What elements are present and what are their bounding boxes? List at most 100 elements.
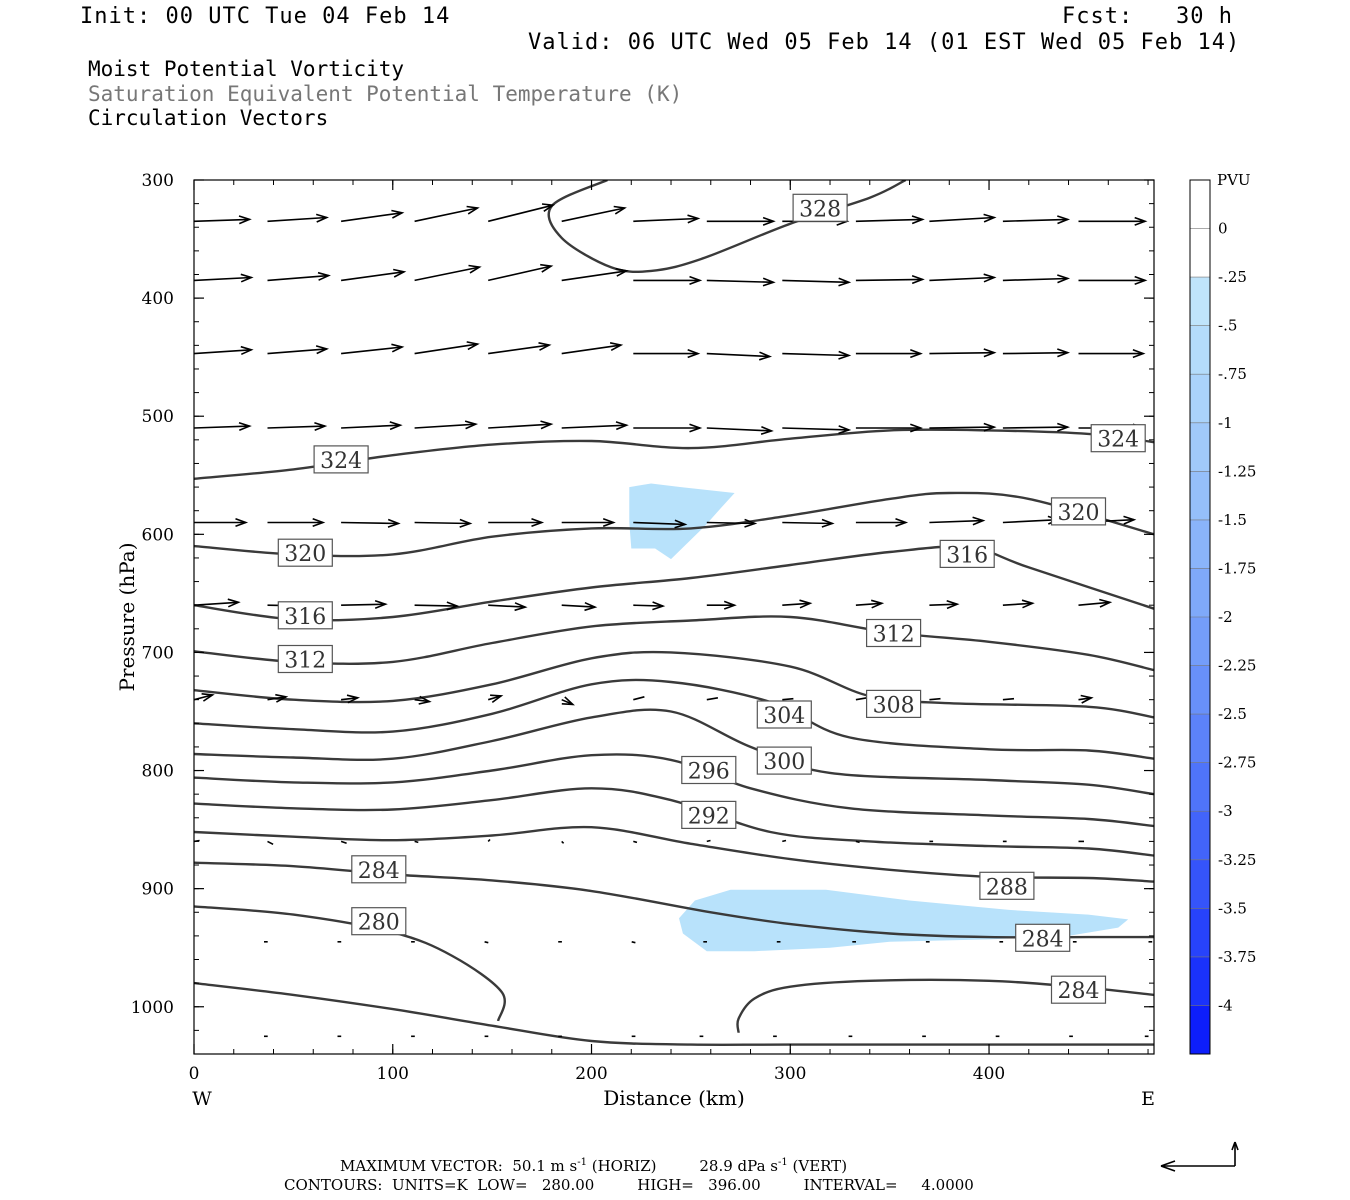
vector-shaft bbox=[341, 521, 399, 525]
vector-shaft bbox=[561, 840, 565, 844]
vector-shaft bbox=[267, 216, 327, 223]
vector-head bbox=[1134, 216, 1148, 226]
vector-shaft bbox=[488, 344, 550, 355]
circulation-vector bbox=[1002, 697, 1015, 701]
contour-label: 320 bbox=[277, 538, 333, 567]
vector-shaft bbox=[855, 697, 868, 701]
vector-shaft bbox=[633, 604, 663, 607]
vector-head bbox=[744, 518, 758, 528]
vector-head bbox=[201, 693, 215, 702]
circulation-vector bbox=[341, 694, 361, 704]
circulation-vector bbox=[633, 214, 701, 224]
colorbar-label: -3.75 bbox=[1218, 948, 1256, 966]
vector-shaft bbox=[706, 697, 719, 701]
colorbar-label: -1.5 bbox=[1218, 511, 1247, 529]
valid-time: Valid: 06 UTC Wed 05 Feb 14 (01 EST Wed … bbox=[528, 30, 1241, 55]
circulation-vector bbox=[706, 425, 774, 435]
vector-shaft bbox=[341, 603, 386, 606]
vector-shaft bbox=[267, 348, 327, 355]
contour-label-box bbox=[865, 689, 922, 719]
circulation-vector bbox=[414, 341, 480, 355]
contour-label: 312 bbox=[865, 618, 922, 648]
vector-shaft bbox=[706, 427, 772, 432]
colorbar-frame bbox=[1189, 179, 1211, 1055]
contour-304 bbox=[194, 678, 1154, 760]
circulation-vector bbox=[631, 941, 636, 944]
vector-head bbox=[490, 694, 504, 704]
vector-head bbox=[317, 271, 331, 281]
colorbar-swatch bbox=[1190, 228, 1210, 278]
x-tick-label: 200 bbox=[575, 1064, 607, 1084]
contour-label-text: 324 bbox=[1097, 428, 1139, 453]
vector-head bbox=[602, 517, 616, 528]
y-tick-label: 400 bbox=[142, 289, 174, 309]
vector-shaft bbox=[194, 218, 250, 223]
vector-head bbox=[418, 695, 432, 705]
vector-shaft bbox=[484, 941, 489, 944]
contour-280 bbox=[194, 905, 506, 1022]
vector-shaft bbox=[855, 602, 882, 606]
vector-shaft bbox=[929, 426, 995, 429]
vector-shaft bbox=[561, 207, 625, 223]
vector-head bbox=[910, 423, 923, 433]
vector-head bbox=[613, 205, 627, 215]
vector-head bbox=[838, 425, 852, 435]
vector-head bbox=[514, 602, 528, 612]
contour-label-box bbox=[681, 800, 737, 830]
contour-label-box bbox=[1050, 497, 1107, 526]
contour-label-text: 312 bbox=[873, 623, 915, 648]
circulation-vector bbox=[706, 839, 711, 843]
vector-head bbox=[541, 203, 556, 212]
circulation-vector bbox=[855, 349, 923, 359]
vector-head bbox=[972, 516, 986, 526]
vector-head bbox=[983, 348, 997, 358]
contour-label-text: 284 bbox=[1022, 927, 1064, 952]
vector-head bbox=[1080, 694, 1094, 704]
vector-shaft bbox=[194, 276, 252, 282]
colorbar-swatch bbox=[1190, 811, 1210, 861]
circulation-vector bbox=[414, 601, 460, 611]
circulation-vector bbox=[1078, 349, 1146, 359]
contour-296 bbox=[194, 753, 1154, 828]
circulation-vector bbox=[488, 342, 552, 355]
circulation-vector bbox=[267, 517, 326, 528]
vector-shaft bbox=[631, 941, 636, 944]
y-tick-label: 800 bbox=[142, 762, 174, 782]
vector-head bbox=[609, 342, 624, 352]
vector-shaft bbox=[340, 212, 403, 223]
contour-label-box bbox=[277, 601, 333, 630]
vector-head bbox=[615, 267, 629, 277]
circulation-vector bbox=[194, 693, 215, 702]
contour-label-text: 300 bbox=[763, 750, 805, 775]
circulation-vector bbox=[561, 601, 598, 612]
vector-head bbox=[238, 421, 252, 432]
vector-shaft bbox=[633, 217, 699, 223]
vector-head bbox=[687, 349, 701, 359]
circulation-vector bbox=[706, 216, 776, 226]
y-axis-label: Pressure (hPa) bbox=[115, 543, 139, 692]
vector-head bbox=[459, 518, 473, 528]
circulation-vector bbox=[340, 268, 407, 282]
circulation-vector bbox=[267, 213, 329, 223]
vector-shaft bbox=[561, 604, 596, 608]
vector-shaft bbox=[194, 425, 250, 429]
contour-label-text: 312 bbox=[284, 649, 326, 674]
contour-label-box bbox=[351, 855, 407, 884]
contour-label-text: 304 bbox=[763, 704, 805, 729]
colorbar-swatch bbox=[1190, 956, 1210, 1006]
contour-label-text: 320 bbox=[1058, 501, 1100, 526]
circulation-vector bbox=[855, 840, 860, 844]
circulation-vector bbox=[929, 697, 941, 701]
circulation-vector bbox=[633, 275, 703, 285]
circulation-vector bbox=[488, 263, 554, 282]
vector-head bbox=[838, 277, 852, 287]
vector-shaft bbox=[341, 424, 401, 429]
vector-shaft bbox=[488, 265, 552, 282]
contour-label-text: 316 bbox=[284, 605, 326, 630]
circulation-vector bbox=[561, 517, 616, 528]
contour-312 bbox=[194, 615, 1154, 672]
contour-label: 300 bbox=[756, 746, 812, 775]
colorbar-label: -2.75 bbox=[1218, 754, 1256, 772]
vector-shaft bbox=[194, 601, 239, 606]
vector-shaft bbox=[1002, 351, 1068, 355]
